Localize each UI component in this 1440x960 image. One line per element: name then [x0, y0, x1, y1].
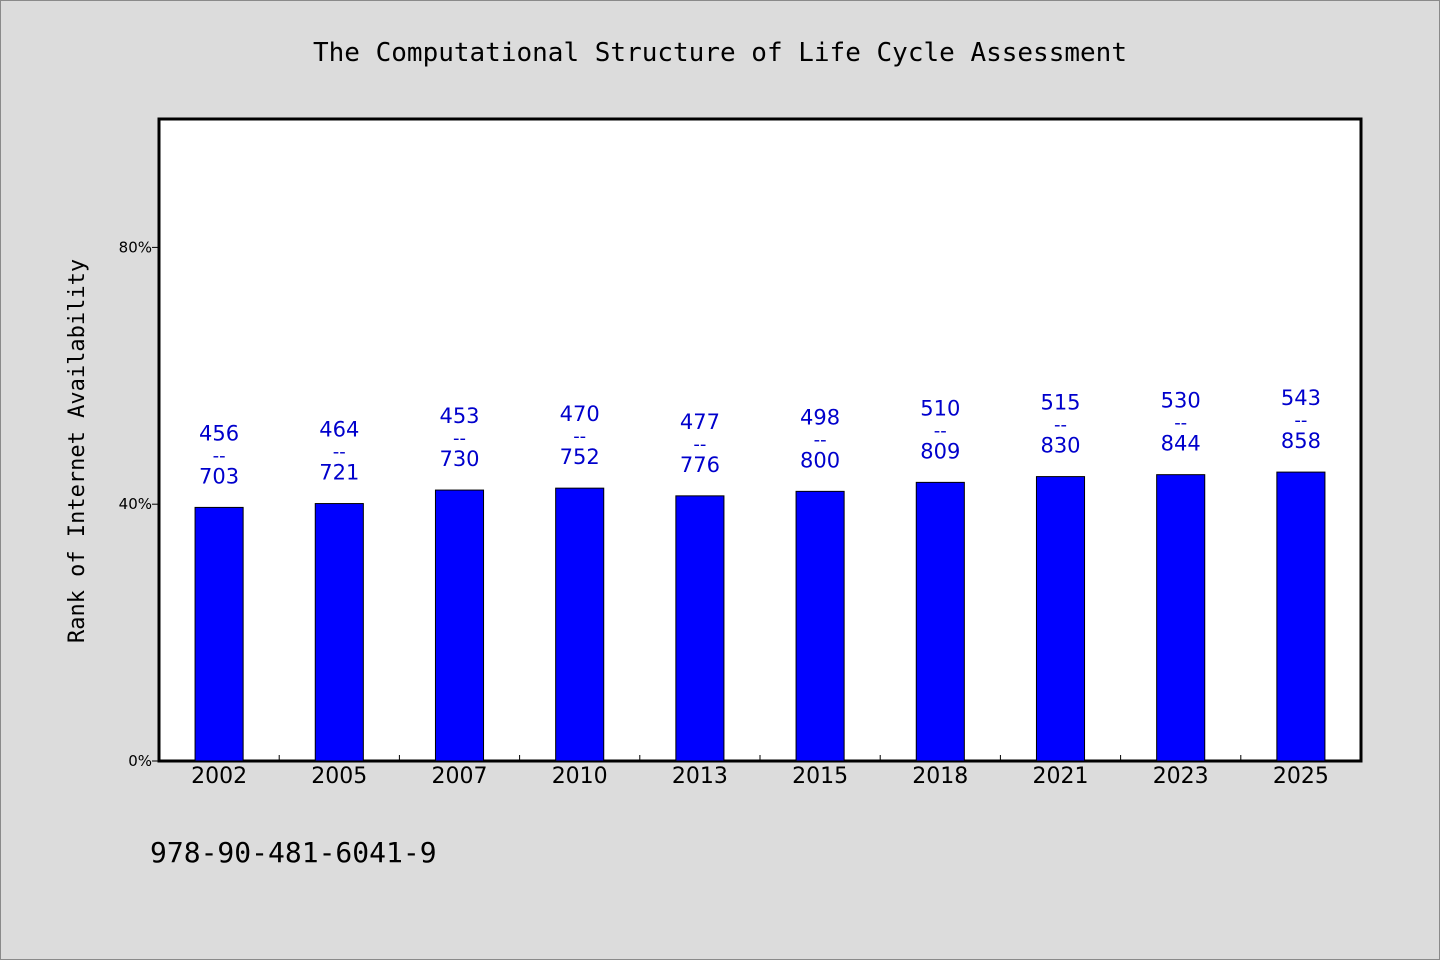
- data-label-separator: --: [1294, 410, 1307, 431]
- data-label-2007: 453--730: [439, 404, 479, 471]
- data-label-top: 453: [439, 404, 479, 428]
- x-tick-label: 2025: [1273, 764, 1329, 789]
- data-label-separator: --: [573, 426, 586, 447]
- data-label-separator: --: [453, 428, 466, 449]
- x-tick-label: 2018: [912, 764, 968, 789]
- data-label-bottom: 800: [800, 448, 840, 472]
- data-label-separator: --: [1054, 415, 1067, 436]
- bar-2025: [1276, 471, 1326, 762]
- data-label-bottom: 776: [680, 453, 720, 477]
- data-label-2018: 510--809: [920, 396, 960, 463]
- data-label-2025: 543--858: [1281, 386, 1321, 453]
- data-label-separator: --: [693, 434, 706, 455]
- bar-2010: [555, 487, 605, 762]
- data-label-separator: --: [333, 442, 346, 463]
- data-label-top: 456: [199, 421, 239, 445]
- data-label-top: 515: [1040, 391, 1080, 415]
- data-label-bottom: 721: [319, 461, 359, 485]
- data-label-bottom: 730: [439, 447, 479, 471]
- data-label-top: 464: [319, 418, 359, 442]
- data-label-2013: 477--776: [680, 410, 720, 477]
- x-tick-label: 2013: [672, 764, 728, 789]
- y-tick-label: 0%: [128, 752, 152, 770]
- bar-2023: [1156, 474, 1206, 762]
- data-label-bottom: 809: [920, 439, 960, 463]
- x-tick-label: 2015: [792, 764, 848, 789]
- bar-2018: [915, 481, 965, 762]
- data-label-bottom: 752: [560, 445, 600, 469]
- x-tick-label: 2005: [311, 764, 367, 789]
- data-label-top: 470: [560, 402, 600, 426]
- data-label-bottom: 830: [1040, 434, 1080, 458]
- bar-2007: [434, 489, 485, 762]
- data-label-top: 477: [680, 410, 720, 434]
- data-label-2005: 464--721: [319, 418, 359, 485]
- data-label-2010: 470--752: [560, 402, 600, 469]
- data-label-separator: --: [934, 420, 947, 441]
- x-tick-label: 2010: [552, 764, 608, 789]
- data-label-top: 510: [920, 396, 960, 420]
- x-axis-ticks: 2002 2005 2007 2010 2013 2015 2018 2021 2023 2025: [191, 755, 1329, 789]
- y-tick-label: 40%: [119, 495, 152, 513]
- data-label-bottom: 703: [199, 464, 239, 488]
- data-label-2002: 456--703: [199, 421, 239, 488]
- data-label-2021: 515--830: [1040, 391, 1080, 458]
- bar-2005: [314, 503, 364, 762]
- x-tick-label: 2002: [191, 764, 247, 789]
- x-tick-label: 2023: [1153, 764, 1209, 789]
- x-tick-label: 2021: [1033, 764, 1089, 789]
- chart-title: The Computational Structure of Life Cycl…: [313, 38, 1127, 68]
- data-label-bottom: 844: [1161, 432, 1201, 456]
- y-tick-label: 80%: [119, 238, 152, 256]
- data-labels-group: 456--703464--721453--730470--752477--776…: [199, 386, 1321, 488]
- data-label-separator: --: [213, 445, 226, 466]
- data-label-separator: --: [814, 429, 827, 450]
- data-label-2015: 498--800: [800, 405, 840, 472]
- y-axis-label: Rank of Internet Availability: [65, 259, 90, 643]
- footnote-isbn: 978-90-481-6041-9: [150, 836, 437, 869]
- bar-2013: [675, 495, 725, 762]
- bar-2015: [795, 490, 845, 762]
- y-axis-ticks: 0% 40% 80%: [119, 238, 159, 770]
- bars-group: [194, 471, 1326, 762]
- bar-2002: [194, 506, 244, 762]
- data-label-separator: --: [1174, 413, 1187, 434]
- data-label-2023: 530--844: [1161, 389, 1201, 456]
- data-label-top: 498: [800, 405, 840, 429]
- data-label-top: 543: [1281, 386, 1321, 410]
- data-label-top: 530: [1161, 389, 1201, 413]
- data-label-bottom: 858: [1281, 429, 1321, 453]
- x-tick-label: 2007: [432, 764, 488, 789]
- bar-2021: [1035, 476, 1086, 762]
